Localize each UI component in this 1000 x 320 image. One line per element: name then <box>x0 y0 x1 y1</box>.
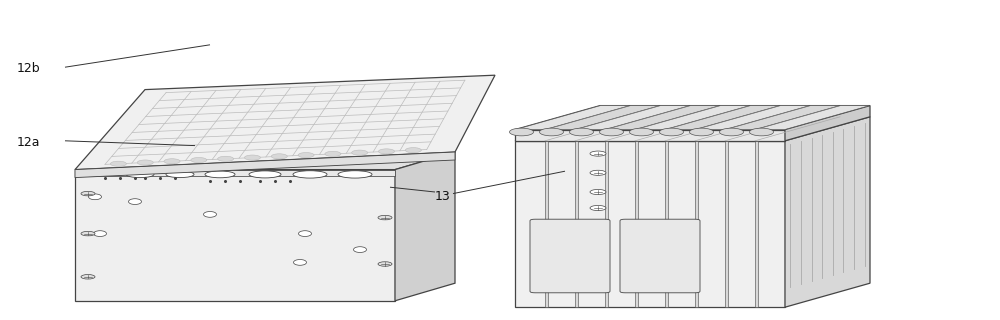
Circle shape <box>379 149 395 154</box>
Circle shape <box>352 150 368 155</box>
Ellipse shape <box>294 260 306 265</box>
Circle shape <box>750 128 774 136</box>
Ellipse shape <box>338 171 372 178</box>
Circle shape <box>325 151 341 156</box>
Circle shape <box>137 160 153 165</box>
Polygon shape <box>515 117 870 141</box>
Polygon shape <box>75 75 495 170</box>
Ellipse shape <box>298 231 312 236</box>
Circle shape <box>81 275 95 279</box>
Ellipse shape <box>205 171 235 178</box>
Polygon shape <box>755 141 758 307</box>
Polygon shape <box>606 106 719 130</box>
Circle shape <box>164 159 180 164</box>
Circle shape <box>660 128 684 136</box>
Ellipse shape <box>204 212 216 217</box>
Polygon shape <box>666 106 779 130</box>
Ellipse shape <box>88 194 102 200</box>
Polygon shape <box>665 141 668 307</box>
Polygon shape <box>756 106 869 130</box>
Circle shape <box>378 262 392 266</box>
Polygon shape <box>545 141 548 307</box>
Circle shape <box>271 154 287 159</box>
Text: 12a: 12a <box>17 136 40 149</box>
Circle shape <box>630 128 654 136</box>
Polygon shape <box>515 141 785 307</box>
Text: 13: 13 <box>435 190 451 203</box>
Ellipse shape <box>354 247 366 252</box>
Polygon shape <box>515 106 870 130</box>
Circle shape <box>244 155 260 160</box>
Ellipse shape <box>293 171 327 178</box>
Polygon shape <box>605 141 608 307</box>
Circle shape <box>590 170 606 175</box>
Circle shape <box>590 151 606 156</box>
Ellipse shape <box>126 171 154 178</box>
Polygon shape <box>785 106 870 141</box>
FancyBboxPatch shape <box>620 219 700 293</box>
Polygon shape <box>546 106 659 130</box>
Text: 12b: 12b <box>17 62 41 75</box>
Circle shape <box>191 157 207 163</box>
Polygon shape <box>75 170 395 176</box>
Circle shape <box>378 215 392 220</box>
Polygon shape <box>695 141 698 307</box>
Circle shape <box>110 161 126 166</box>
Ellipse shape <box>128 199 142 204</box>
Polygon shape <box>515 130 785 141</box>
Circle shape <box>540 128 564 136</box>
Circle shape <box>298 153 314 158</box>
Circle shape <box>720 128 744 136</box>
Polygon shape <box>635 141 638 307</box>
Polygon shape <box>636 106 749 130</box>
Circle shape <box>81 231 95 236</box>
Polygon shape <box>395 152 455 301</box>
FancyBboxPatch shape <box>530 219 610 293</box>
Polygon shape <box>75 152 455 178</box>
Polygon shape <box>576 106 689 130</box>
Circle shape <box>405 148 421 153</box>
Ellipse shape <box>249 171 281 178</box>
Circle shape <box>590 205 606 211</box>
Polygon shape <box>785 117 870 307</box>
Ellipse shape <box>166 171 194 178</box>
Circle shape <box>590 189 606 195</box>
Circle shape <box>218 156 234 161</box>
Polygon shape <box>696 106 809 130</box>
Circle shape <box>510 128 534 136</box>
Polygon shape <box>516 106 629 130</box>
Polygon shape <box>575 141 578 307</box>
Circle shape <box>600 128 624 136</box>
Circle shape <box>690 128 714 136</box>
Ellipse shape <box>94 231 106 236</box>
Polygon shape <box>75 170 395 301</box>
Polygon shape <box>75 152 455 170</box>
Circle shape <box>570 128 594 136</box>
Polygon shape <box>725 141 728 307</box>
Circle shape <box>81 191 95 196</box>
Polygon shape <box>726 106 839 130</box>
